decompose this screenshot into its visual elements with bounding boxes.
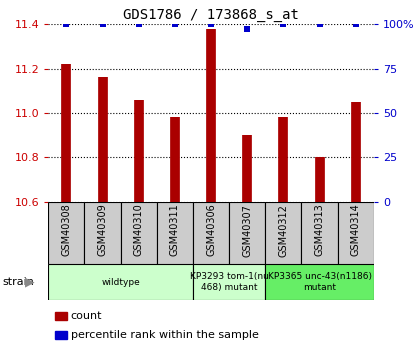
Text: GSM40306: GSM40306 bbox=[206, 204, 216, 256]
Text: count: count bbox=[71, 311, 102, 321]
Bar bbox=[302, 202, 338, 264]
Text: GSM40307: GSM40307 bbox=[242, 204, 252, 257]
Bar bbox=[121, 202, 157, 264]
Text: GSM40314: GSM40314 bbox=[351, 204, 361, 256]
Text: GSM40308: GSM40308 bbox=[61, 204, 71, 256]
Bar bbox=[229, 202, 265, 264]
Bar bbox=[48, 264, 193, 300]
Text: percentile rank within the sample: percentile rank within the sample bbox=[71, 330, 258, 339]
Text: GSM40312: GSM40312 bbox=[278, 204, 289, 257]
Text: wildtype: wildtype bbox=[101, 277, 140, 287]
Text: ▶: ▶ bbox=[25, 275, 35, 288]
Bar bbox=[157, 202, 193, 264]
Text: GSM40310: GSM40310 bbox=[134, 204, 144, 256]
Bar bbox=[265, 264, 374, 300]
Bar bbox=[193, 264, 265, 300]
Bar bbox=[193, 202, 229, 264]
Bar bbox=[84, 202, 121, 264]
Text: GSM40313: GSM40313 bbox=[315, 204, 325, 256]
Text: GSM40309: GSM40309 bbox=[97, 204, 108, 256]
Bar bbox=[265, 202, 302, 264]
Text: KP3365 unc-43(n1186)
mutant: KP3365 unc-43(n1186) mutant bbox=[268, 272, 372, 292]
Bar bbox=[48, 202, 84, 264]
Text: GSM40311: GSM40311 bbox=[170, 204, 180, 256]
Title: GDS1786 / 173868_s_at: GDS1786 / 173868_s_at bbox=[123, 8, 299, 22]
Text: KP3293 tom-1(nu
468) mutant: KP3293 tom-1(nu 468) mutant bbox=[190, 272, 268, 292]
Bar bbox=[338, 202, 374, 264]
Text: strain: strain bbox=[2, 277, 34, 287]
